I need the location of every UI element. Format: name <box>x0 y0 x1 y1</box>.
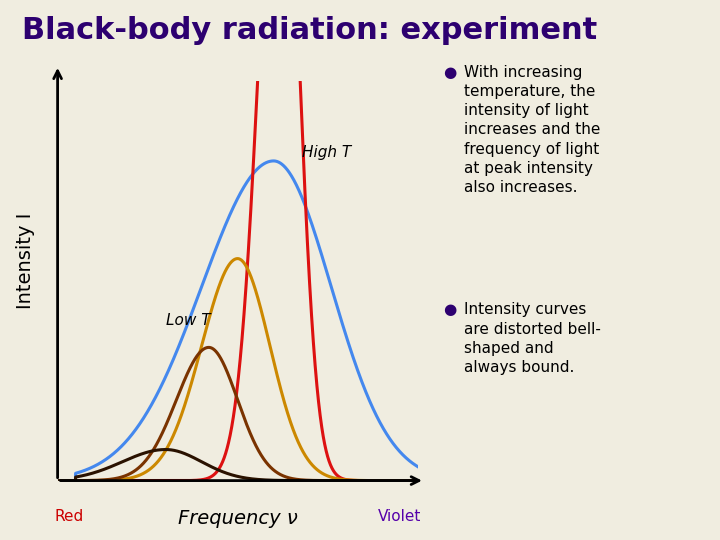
Text: Low T: Low T <box>166 313 210 328</box>
Text: Intensity curves
are distorted bell-
shaped and
always bound.: Intensity curves are distorted bell- sha… <box>464 302 601 375</box>
Text: Red: Red <box>54 509 84 524</box>
Text: ●: ● <box>443 302 456 318</box>
Text: Frequency ν: Frequency ν <box>178 509 297 528</box>
Text: Intensity I: Intensity I <box>16 213 35 309</box>
Text: ●: ● <box>443 65 456 80</box>
Text: Violet: Violet <box>378 509 421 524</box>
Text: High T: High T <box>302 145 351 160</box>
Text: With increasing
temperature, the
intensity of light
increases and the
frequency : With increasing temperature, the intensi… <box>464 65 600 195</box>
Text: Black-body radiation: experiment: Black-body radiation: experiment <box>22 16 597 45</box>
